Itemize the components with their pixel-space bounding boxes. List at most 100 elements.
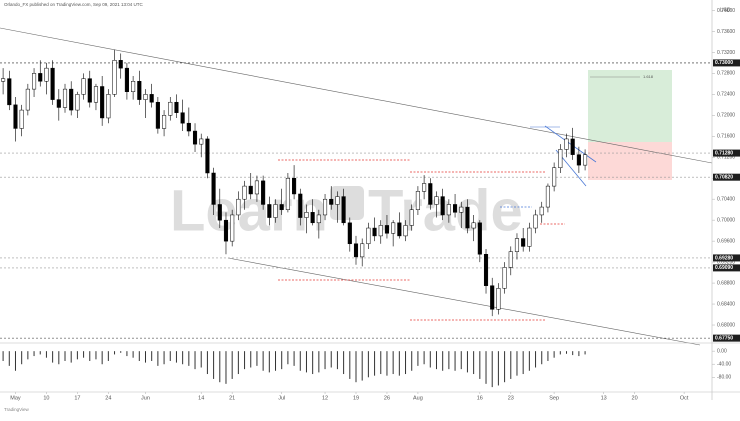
osc-tick-label: -80.00: [717, 375, 731, 381]
candle-body: [137, 81, 142, 100]
osc-bar: [442, 351, 444, 371]
x-tick-label: 24: [105, 395, 111, 401]
y-tick-label: 0.73600: [717, 29, 735, 35]
x-tick-label: 20: [632, 395, 638, 401]
candle-body: [514, 238, 520, 252]
osc-bar: [460, 351, 462, 370]
candle-body: [527, 227, 532, 247]
candle-body: [477, 222, 482, 255]
channel-line: [227, 257, 701, 346]
osc-bar: [485, 351, 487, 384]
osc-bar: [473, 351, 475, 375]
candle-body: [261, 180, 266, 205]
osc-bar: [182, 351, 184, 365]
candle-body: [168, 101, 173, 116]
osc-tick-label: 0.00: [717, 348, 727, 354]
candle-body: [496, 288, 501, 310]
price-label: 0.71280: [715, 150, 733, 156]
watermark-icon: [330, 186, 364, 220]
osc-bar: [380, 351, 382, 375]
candle-body: [32, 73, 37, 90]
price-label-bg: [713, 254, 740, 262]
candle-body: [292, 177, 297, 195]
candle-body: [230, 214, 235, 242]
x-tick-label: 12: [322, 395, 328, 401]
candle-body: [13, 104, 18, 129]
candle-body: [273, 204, 278, 218]
candle-body: [564, 138, 569, 150]
candle-body: [25, 88, 30, 111]
target-zone: [588, 70, 672, 142]
price-label: 0.69280: [715, 255, 733, 261]
candle-body: [124, 67, 129, 92]
osc-bar: [163, 351, 165, 365]
osc-bar: [45, 351, 47, 358]
candle-body: [341, 196, 346, 224]
candle-body: [192, 130, 198, 145]
y-tick-label: 0.72400: [717, 92, 735, 98]
osc-bar: [169, 351, 171, 361]
osc-bar: [58, 351, 60, 365]
candle-body: [490, 285, 495, 310]
candle-body: [69, 88, 74, 111]
osc-bar: [528, 351, 530, 371]
osc-bar: [89, 351, 91, 361]
candle-body: [483, 254, 489, 286]
price-label: 0.67750: [715, 335, 733, 341]
osc-bar: [522, 351, 524, 375]
candle-body: [558, 149, 563, 169]
osc-bar: [39, 351, 41, 355]
candle-body: [465, 206, 470, 229]
osc-bar: [435, 351, 437, 370]
x-tick-label: 16: [477, 395, 483, 401]
osc-bar: [429, 351, 431, 368]
candle-body: [298, 193, 303, 218]
osc-bar: [256, 351, 258, 366]
osc-bar: [423, 351, 425, 365]
candle-body: [217, 204, 222, 221]
candle-body: [236, 198, 241, 216]
osc-bar: [516, 351, 518, 376]
wedge-line: [544, 125, 597, 163]
osc-bar: [318, 351, 320, 373]
candle-body: [162, 115, 167, 129]
y-tick-label: 0.71600: [717, 134, 735, 140]
osc-bar: [448, 351, 450, 370]
y-tick-label: 0.68800: [717, 280, 735, 286]
osc-bar: [194, 351, 196, 370]
osc-bar: [206, 351, 208, 375]
osc-bar: [33, 351, 35, 357]
osc-bar: [225, 351, 227, 384]
candle-body: [570, 138, 575, 155]
x-tick-label: Jul: [278, 395, 285, 401]
candle-body: [434, 196, 439, 205]
candle-body: [545, 185, 550, 208]
candle-body: [248, 185, 253, 195]
osc-bar: [70, 351, 72, 363]
osc-bar: [374, 351, 376, 376]
osc-bar: [2, 351, 4, 361]
osc-bar: [175, 351, 177, 363]
osc-bar: [578, 351, 580, 357]
osc-bar: [355, 351, 357, 383]
osc-bar: [250, 351, 252, 368]
x-tick-label: Sep: [549, 395, 559, 401]
price-label-bg: [713, 264, 740, 272]
osc-bar: [188, 351, 190, 366]
x-tick-label: Jun: [141, 395, 150, 401]
candle-body: [453, 204, 458, 213]
osc-bar: [392, 351, 394, 375]
osc-bar: [27, 351, 29, 360]
publisher-text: Orlando_FX published on TradingView.com,…: [4, 2, 144, 7]
osc-bar: [138, 351, 140, 361]
candle-body: [335, 196, 340, 205]
osc-bar: [343, 351, 345, 375]
candle-body: [508, 251, 513, 268]
candle-body: [93, 86, 99, 103]
osc-bar: [275, 351, 277, 371]
osc-bar: [281, 351, 283, 370]
osc-bar: [541, 351, 543, 365]
candle-body: [279, 204, 284, 210]
y-tick-label: 0.68000: [717, 322, 735, 328]
